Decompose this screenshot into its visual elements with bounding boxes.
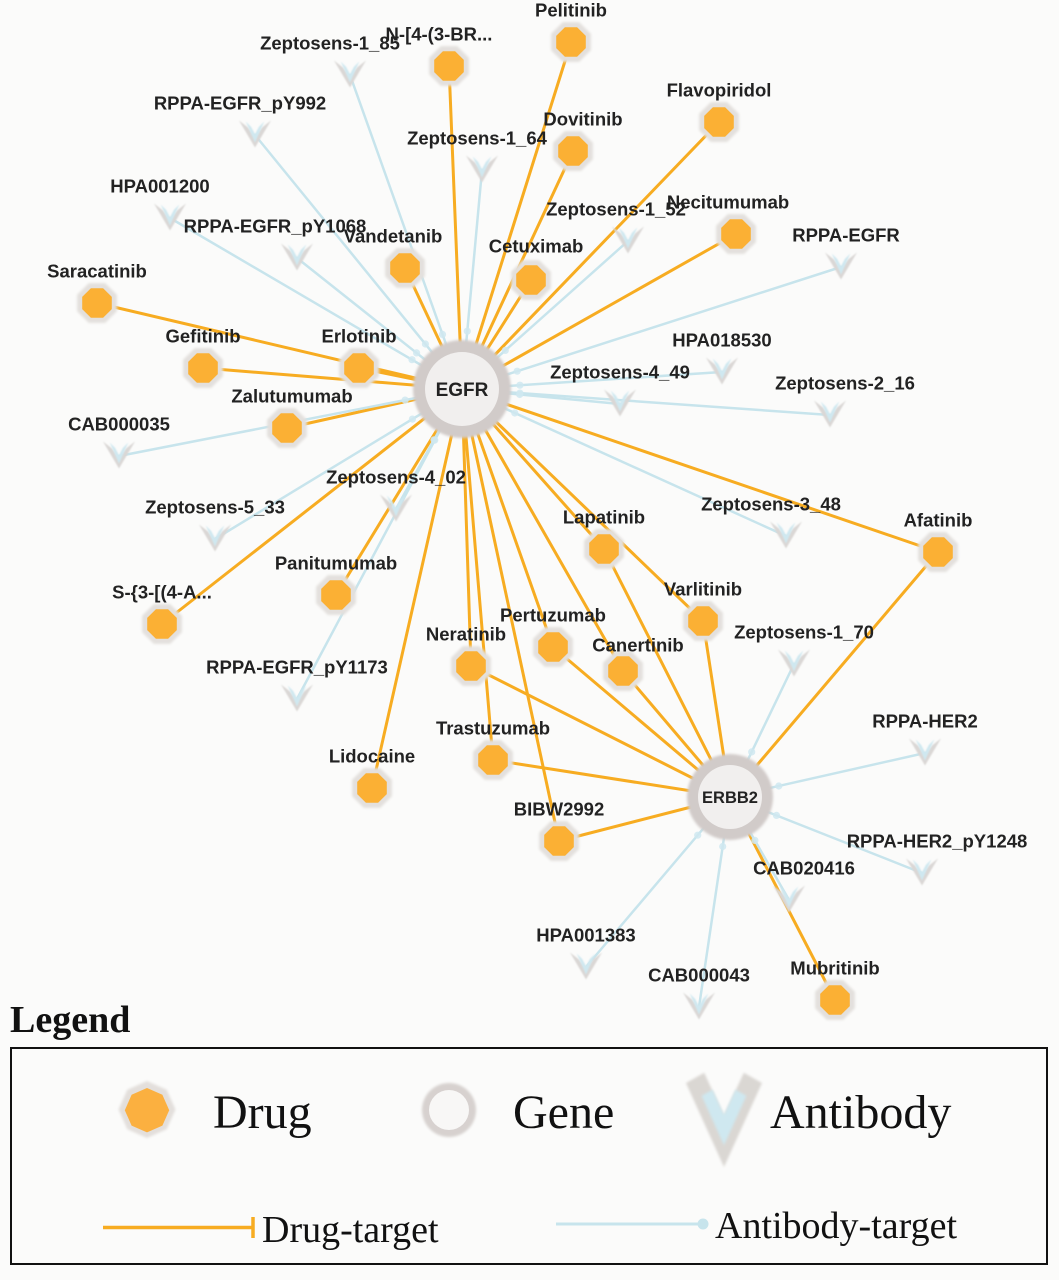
svg-text:EGFR: EGFR [436, 380, 489, 401]
svg-text:ERBB2: ERBB2 [702, 789, 758, 807]
